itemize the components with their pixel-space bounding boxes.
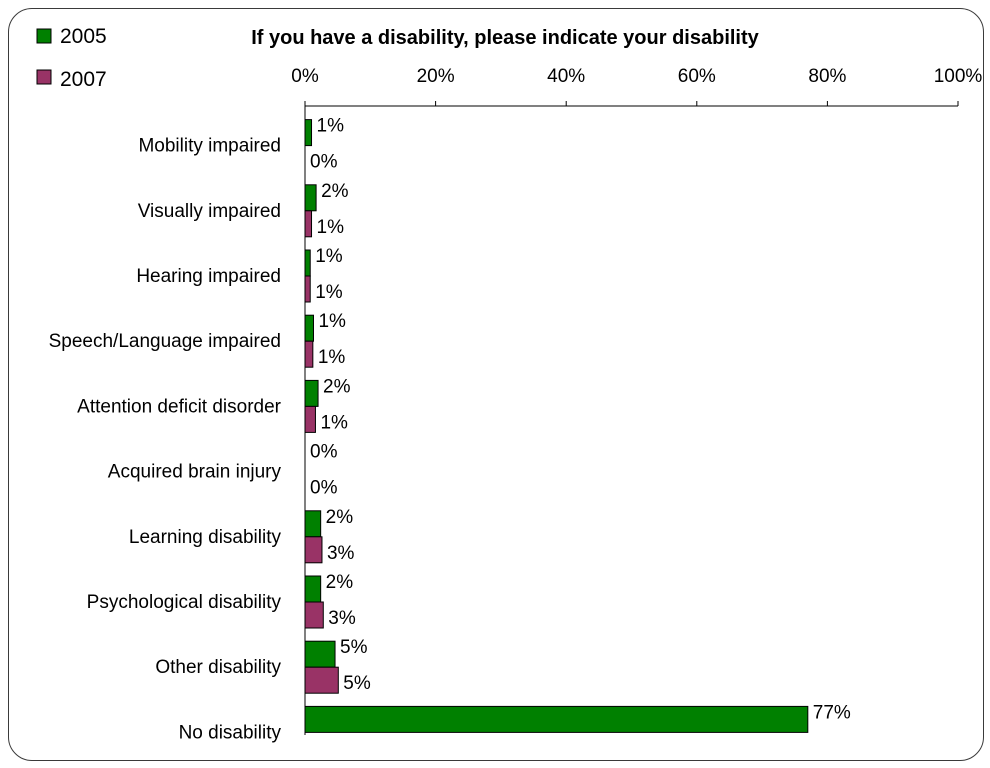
data-label-2005: 1% bbox=[318, 311, 346, 332]
x-tick-label: 0% bbox=[291, 66, 319, 87]
data-label-2005: 77% bbox=[813, 702, 851, 723]
data-label-2007: 3% bbox=[328, 608, 356, 629]
bar-2005 bbox=[304, 379, 319, 407]
bar-2005 bbox=[304, 575, 322, 603]
data-label-2007: 1% bbox=[317, 217, 345, 238]
data-label-2005: 2% bbox=[326, 507, 354, 528]
data-label-2005: 2% bbox=[321, 181, 349, 202]
data-label-2007: 5% bbox=[343, 673, 371, 694]
data-label-2007: 1% bbox=[318, 347, 346, 368]
legend-item-2005: 2005 bbox=[36, 22, 156, 57]
data-labels: 1% 0% 2% 1% 1% 1% 1% 1% 2% 1% 0% 0% 2% 3% 2% 3% 5% 5% 77% bbox=[310, 116, 851, 724]
data-label-2005: 2% bbox=[326, 572, 354, 593]
data-label-2005: 1% bbox=[317, 116, 345, 137]
category-label: Visually impaired bbox=[138, 201, 281, 222]
bar-2007 bbox=[304, 275, 311, 303]
category-labels: Mobility impaired Visually impaired Hearin… bbox=[49, 136, 282, 744]
x-tick-label: 40% bbox=[547, 66, 585, 87]
legend-swatch-2007-svg: 2007 bbox=[36, 68, 107, 91]
data-label-2005: 0% bbox=[310, 442, 338, 463]
x-axis: 0% 20% 40% 60% 80% 100% bbox=[291, 66, 982, 735]
bar-2007 bbox=[304, 601, 324, 629]
category-label: No disability bbox=[179, 722, 282, 743]
bar-2005 bbox=[304, 314, 314, 342]
category-label: Acquired brain injury bbox=[108, 462, 282, 483]
bar-2005 bbox=[304, 184, 317, 212]
bars bbox=[304, 119, 809, 733]
data-label-2007: 1% bbox=[320, 412, 348, 433]
category-label: Attention deficit disorder bbox=[77, 396, 282, 417]
category-label: Speech/Language impaired bbox=[49, 331, 281, 352]
bar-2005 bbox=[304, 705, 809, 733]
bar-2005 bbox=[304, 640, 336, 668]
category-label: Psychological disability bbox=[87, 592, 282, 613]
bar-2005 bbox=[304, 119, 313, 147]
data-label-2007: 0% bbox=[310, 152, 338, 173]
data-label-2005: 5% bbox=[340, 637, 368, 658]
bar-2007 bbox=[304, 210, 313, 238]
legend-item-2007: 2007 bbox=[36, 63, 156, 98]
category-label: Other disability bbox=[155, 657, 281, 678]
x-tick-label: 20% bbox=[417, 66, 455, 87]
category-label: Hearing impaired bbox=[136, 266, 281, 287]
bar-2005 bbox=[304, 510, 322, 538]
legend-swatch-2007 bbox=[36, 69, 52, 85]
chart-frame bbox=[8, 8, 984, 761]
data-label-2007: 0% bbox=[310, 478, 338, 499]
bar-2007 bbox=[304, 666, 339, 694]
bar-2007 bbox=[304, 536, 323, 564]
category-label: Mobility impaired bbox=[138, 136, 281, 157]
category-label: Learning disability bbox=[129, 527, 282, 548]
x-tick-label: 100% bbox=[934, 66, 983, 87]
legend-label-2007: 2007 bbox=[60, 68, 107, 91]
data-label-2007: 1% bbox=[315, 282, 343, 303]
legend-label-2005: 2005 bbox=[60, 25, 107, 48]
legend-swatch-2005 bbox=[36, 28, 52, 44]
data-label-2007: 3% bbox=[327, 543, 355, 564]
bar-2007 bbox=[304, 340, 314, 368]
x-tick-label: 60% bbox=[678, 66, 716, 87]
data-label-2005: 1% bbox=[315, 246, 343, 267]
legend-swatch-2005-svg: 2005 bbox=[36, 25, 107, 48]
x-tick-label: 80% bbox=[808, 66, 846, 87]
bar-2007 bbox=[304, 405, 316, 433]
data-label-2005: 2% bbox=[323, 376, 351, 397]
bar-2005 bbox=[304, 249, 311, 277]
chart-title: If you have a disability, please indicat… bbox=[251, 27, 759, 49]
